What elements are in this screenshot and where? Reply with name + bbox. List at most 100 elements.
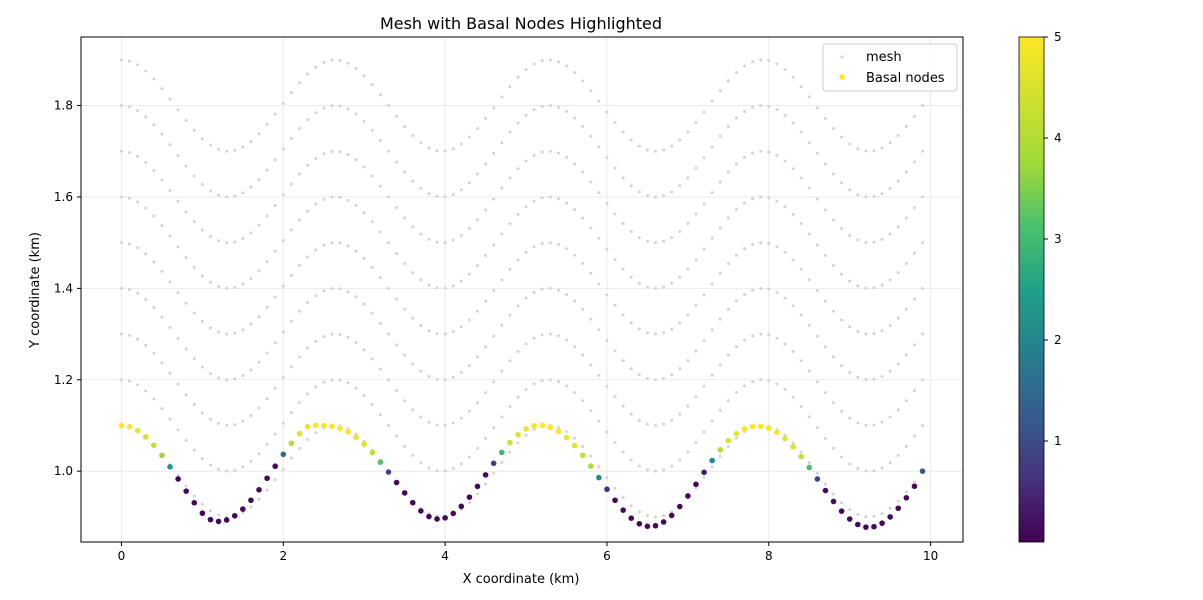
mesh-point — [508, 313, 512, 317]
mesh-point — [128, 288, 132, 292]
mesh-point — [395, 114, 399, 118]
mesh-point — [467, 272, 471, 276]
mesh-point — [710, 145, 714, 149]
mesh-point — [168, 97, 172, 101]
mesh-point — [759, 378, 763, 382]
mesh-point — [403, 307, 407, 311]
basal-node-point — [571, 442, 578, 449]
mesh-point — [670, 144, 674, 148]
mesh-point — [597, 145, 601, 149]
mesh-point — [799, 267, 803, 271]
mesh-point — [694, 440, 698, 444]
basal-node-point — [555, 428, 562, 435]
mesh-point — [743, 292, 747, 296]
mesh-point — [467, 409, 471, 413]
mesh-point — [273, 204, 277, 208]
mesh-point — [200, 182, 204, 186]
mesh-point — [208, 280, 212, 284]
mesh-point — [864, 240, 868, 244]
mesh-point — [807, 323, 811, 327]
mesh-point — [832, 218, 836, 222]
mesh-point — [589, 134, 593, 138]
mesh-point — [346, 153, 350, 157]
mesh-point — [880, 374, 884, 378]
mesh-point — [354, 158, 358, 162]
mesh-point — [540, 241, 544, 245]
mesh-point — [330, 378, 334, 382]
mesh-point — [306, 301, 310, 305]
mesh-point — [338, 150, 342, 154]
mesh-point — [791, 350, 795, 354]
mesh-point — [888, 232, 892, 236]
colorbar-gradient — [1018, 36, 1045, 543]
mesh-point — [896, 225, 900, 229]
mesh-point — [767, 104, 771, 108]
mesh-point — [872, 286, 876, 290]
mesh-point — [912, 251, 916, 255]
mesh-point — [451, 192, 455, 196]
mesh-point — [613, 212, 617, 216]
mesh-point — [783, 296, 787, 300]
mesh-point — [904, 353, 908, 357]
mesh-point — [411, 179, 415, 183]
mesh-point — [128, 196, 132, 200]
mesh-point — [645, 422, 649, 426]
mesh-point — [330, 241, 334, 245]
mesh-point — [524, 388, 528, 392]
mesh-point — [694, 349, 698, 353]
chart-title: Mesh with Basal Nodes Highlighted — [380, 14, 662, 33]
mesh-point — [200, 137, 204, 141]
plot-area — [81, 37, 963, 542]
mesh-point — [500, 415, 504, 419]
mesh-point — [403, 170, 407, 174]
mesh-point — [160, 178, 164, 182]
mesh-point — [378, 321, 382, 325]
mesh-point — [524, 433, 528, 437]
mesh-point — [306, 163, 310, 167]
mesh-point — [443, 286, 447, 290]
mesh-point — [492, 426, 496, 430]
mesh-point — [208, 189, 212, 193]
mesh-point — [443, 240, 447, 244]
mesh-point — [265, 488, 269, 492]
basal-node-point — [887, 514, 893, 520]
mesh-point — [726, 353, 730, 357]
mesh-point — [338, 378, 342, 382]
mesh-point — [848, 416, 852, 420]
mesh-point — [670, 510, 674, 514]
basal-node-point — [296, 430, 303, 437]
mesh-point — [775, 199, 779, 203]
mesh-point — [443, 149, 447, 153]
mesh-point — [152, 306, 156, 310]
mesh-point — [168, 143, 172, 147]
mesh-point — [597, 191, 601, 195]
basal-node-point — [118, 422, 125, 429]
mesh-point — [475, 126, 479, 130]
basal-node-point — [895, 505, 902, 512]
mesh-point — [346, 61, 350, 65]
mesh-point — [354, 203, 358, 207]
mesh-point — [912, 206, 916, 210]
mesh-point — [718, 363, 722, 367]
x-tick-label: 0 — [118, 549, 126, 563]
basal-node-point — [676, 503, 683, 510]
mesh-point — [233, 423, 237, 427]
mesh-point — [540, 150, 544, 154]
mesh-point — [751, 243, 755, 247]
mesh-point — [581, 353, 585, 357]
mesh-point — [225, 241, 229, 245]
mesh-point — [848, 462, 852, 466]
mesh-point — [346, 381, 350, 385]
mesh-point — [128, 59, 132, 63]
colorbar-tick-label: 3 — [1054, 232, 1062, 246]
mesh-point — [192, 402, 196, 406]
mesh-point — [492, 380, 496, 384]
mesh-point — [864, 195, 868, 199]
mesh-point — [823, 482, 827, 486]
mesh-point — [289, 228, 293, 232]
mesh-point — [767, 196, 771, 200]
mesh-point — [767, 287, 771, 291]
mesh-point — [484, 436, 488, 440]
mesh-point — [386, 241, 390, 245]
mesh-point — [233, 331, 237, 335]
